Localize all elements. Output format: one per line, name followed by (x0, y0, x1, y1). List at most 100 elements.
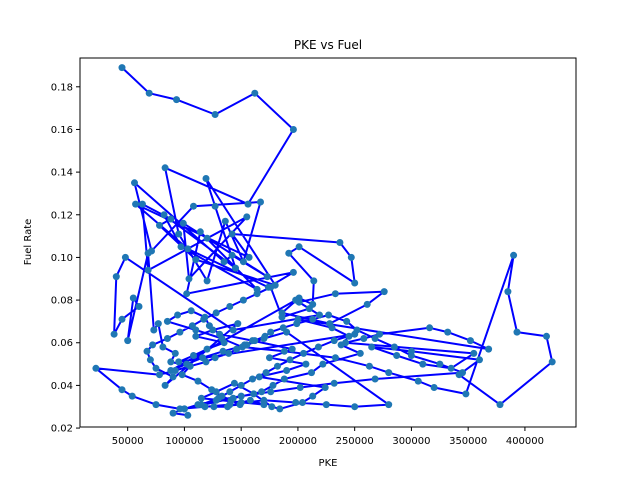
data-point (225, 349, 233, 357)
data-point (407, 352, 415, 359)
data-point (269, 381, 277, 389)
data-point (356, 349, 364, 357)
data-point (444, 328, 452, 336)
data-point (316, 311, 323, 319)
x-tick-label: 200000 (279, 436, 317, 447)
data-point (171, 349, 179, 357)
y-axis-label: Fuel Rate (23, 219, 34, 266)
data-point (292, 399, 300, 406)
data-point (251, 337, 259, 345)
data-point (414, 377, 422, 385)
data-point (302, 360, 310, 368)
data-point (152, 364, 160, 372)
data-point (144, 266, 152, 274)
data-point (331, 290, 339, 298)
data-point (156, 371, 163, 379)
series-line (94, 66, 554, 417)
data-point (293, 320, 301, 328)
data-point (337, 341, 345, 349)
y-tick-label: 0.06 (51, 338, 73, 349)
data-point (220, 258, 228, 266)
data-point (232, 264, 239, 272)
data-point (237, 392, 245, 400)
data-point (226, 401, 234, 409)
data-point (138, 200, 146, 208)
data-point (152, 401, 160, 409)
data-point (447, 364, 455, 372)
data-point (197, 394, 205, 402)
data-point (470, 349, 478, 357)
data-point (143, 347, 151, 355)
data-point (310, 277, 318, 285)
data-point (351, 403, 359, 411)
data-point (202, 358, 210, 366)
data-point (331, 354, 339, 362)
data-point (169, 409, 177, 417)
x-axis-label: PKE (319, 458, 338, 469)
data-point (163, 317, 171, 325)
data-point (485, 345, 493, 353)
data-point (305, 305, 313, 313)
y-tick-label: 0.14 (51, 168, 73, 179)
data-point (255, 373, 263, 381)
data-point (237, 381, 245, 389)
data-point (92, 364, 100, 372)
data-point (192, 332, 200, 340)
data-point (118, 64, 126, 72)
data-point (135, 303, 143, 310)
data-point (203, 277, 211, 285)
data-point (268, 403, 276, 411)
data-point (363, 300, 371, 308)
data-point (295, 243, 303, 251)
data-point (190, 202, 197, 210)
data-point (353, 326, 361, 334)
data-point (274, 362, 281, 370)
data-point (319, 360, 327, 368)
data-point (360, 335, 368, 342)
data-point (296, 384, 304, 391)
y-tick-label: 0.02 (51, 424, 73, 435)
data-point (128, 392, 136, 400)
data-point (161, 164, 169, 172)
x-tick-label: 400000 (506, 436, 544, 447)
data-point (241, 341, 249, 349)
data-point (188, 322, 196, 330)
data-point (286, 356, 294, 364)
data-point (285, 249, 293, 257)
data-point (132, 200, 140, 208)
data-point (496, 401, 504, 409)
data-point (175, 230, 183, 238)
data-point (146, 356, 154, 364)
data-point (462, 390, 470, 398)
data-point (178, 371, 186, 379)
data-point (212, 388, 220, 396)
data-point (229, 326, 237, 334)
data-point (330, 379, 338, 387)
data-point (380, 288, 388, 296)
data-point (233, 345, 241, 353)
data-point (110, 330, 118, 338)
data-point (154, 320, 162, 328)
data-point (160, 211, 168, 219)
data-point (203, 345, 211, 353)
data-point (163, 335, 171, 342)
data-point (251, 89, 259, 97)
data-point (279, 324, 287, 332)
data-point (230, 379, 238, 387)
data-point (309, 315, 317, 323)
data-point (183, 290, 191, 298)
data-point (376, 330, 384, 338)
x-tick-label: 50000 (112, 436, 144, 447)
data-point (393, 352, 401, 359)
data-point (267, 388, 275, 396)
data-point (177, 243, 185, 251)
data-point (194, 401, 202, 409)
data-point (328, 324, 336, 332)
data-point (156, 221, 163, 229)
data-point (263, 273, 271, 281)
data-point (212, 309, 220, 317)
data-point (187, 307, 195, 315)
data-point (262, 369, 270, 377)
data-point (513, 328, 521, 336)
data-point (543, 332, 550, 340)
